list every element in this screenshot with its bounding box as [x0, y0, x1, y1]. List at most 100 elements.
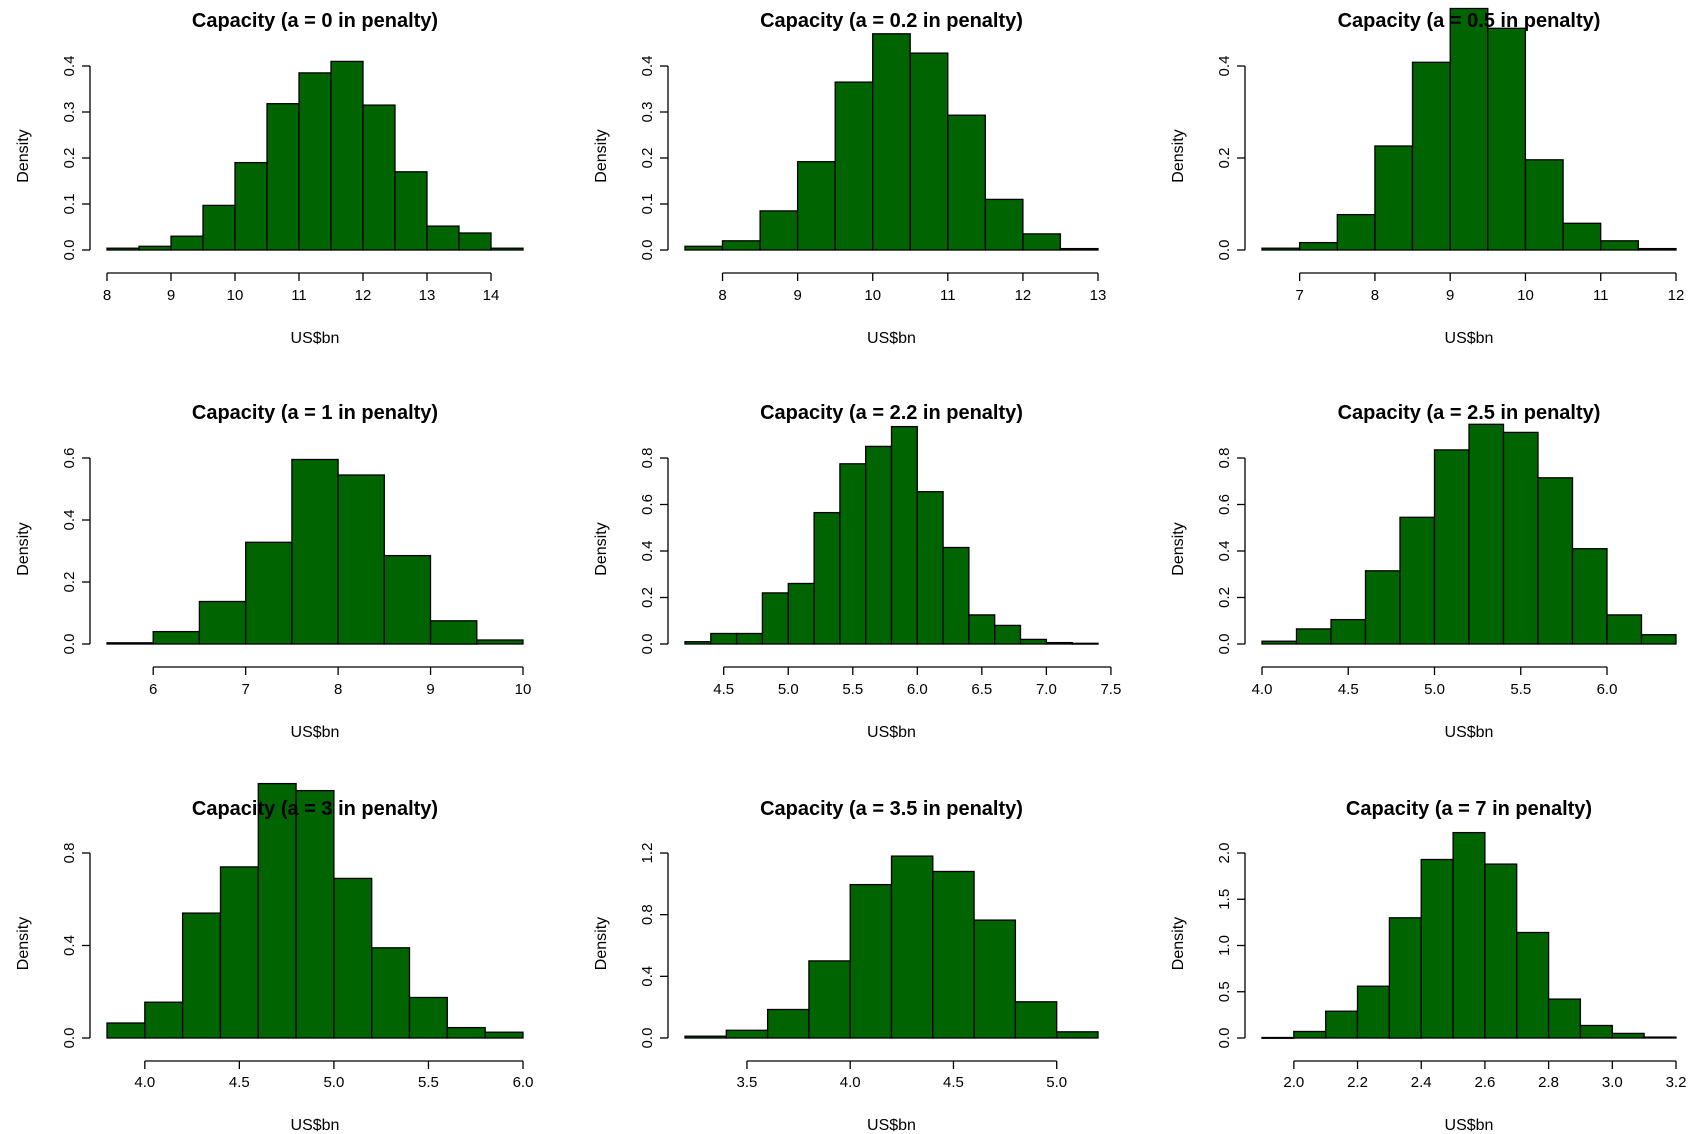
histogram-bar — [1336, 213, 1376, 251]
x-tick-label: 5.0 — [778, 681, 799, 698]
chart-title: Capacity (a = 3.5 in penalty) — [760, 798, 1023, 820]
chart-title: Capacity (a = 0 in penalty) — [192, 10, 438, 32]
histogram-bar — [181, 912, 222, 1039]
x-tick-label: 4.0 — [840, 1074, 861, 1091]
x-axis-label: US$bn — [291, 724, 340, 741]
x-tick-label: 3.0 — [1602, 1074, 1623, 1091]
x-tick-label: 2.2 — [1347, 1074, 1368, 1091]
x-tick-label: 6 — [149, 681, 157, 698]
histogram-bar — [1295, 628, 1332, 645]
x-tick-label: 8 — [1371, 287, 1379, 304]
histogram-bar — [202, 204, 236, 251]
histogram-bar — [234, 161, 268, 251]
chart-title: Capacity (a = 1 in penalty) — [192, 402, 438, 424]
histogram-bar — [766, 1008, 810, 1039]
histogram-bar — [1484, 863, 1518, 1039]
y-tick-label: 0.0 — [639, 634, 656, 655]
histogram-bar — [138, 245, 172, 251]
x-tick-label: 12 — [355, 287, 372, 304]
histogram-bar — [383, 554, 432, 645]
y-tick-label: 0.0 — [639, 1028, 656, 1049]
x-tick-label: 10 — [515, 681, 532, 698]
histogram-panel-1: 8 9 10 11 12 13 14 0.0 0.1 0.2 0.3 0.4 Capacity (a =… — [15, 10, 524, 347]
x-tick-label: 10 — [864, 287, 881, 304]
x-tick-label: 12 — [1015, 287, 1032, 304]
histogram-bar — [1059, 247, 1099, 251]
y-axis-label: Density — [15, 129, 32, 182]
histogram-bar — [909, 52, 949, 251]
x-tick-label: 5.0 — [323, 1074, 344, 1091]
y-tick-label: 0.2 — [639, 587, 656, 608]
histogram-bar — [106, 247, 140, 251]
histogram-bar — [219, 866, 259, 1039]
chart-title: Capacity (a = 0.5 in penalty) — [1338, 10, 1601, 32]
y-tick-label: 0.1 — [61, 194, 78, 215]
x-tick-label: 3.2 — [1666, 1074, 1687, 1091]
y-axis-label: Density — [1170, 917, 1187, 970]
histogram-bar — [787, 582, 815, 645]
x-tick-label: 8 — [718, 287, 726, 304]
histogram-bar — [476, 639, 524, 645]
x-tick-label: 4.5 — [229, 1074, 250, 1091]
histogram-bar — [813, 511, 841, 645]
histogram-bar — [761, 592, 789, 645]
x-tick-label: 6.0 — [907, 681, 928, 698]
x-tick-label: 5.5 — [842, 681, 863, 698]
y-tick-label: 0.0 — [639, 240, 656, 261]
x-tick-label: 4.5 — [1338, 681, 1359, 698]
y-axis-label: Density — [593, 917, 610, 970]
histogram-bar — [1449, 7, 1489, 251]
y-tick-label: 0.0 — [1216, 1028, 1233, 1049]
histogram-bar — [1356, 985, 1390, 1039]
histogram-panel-3: 7 8 9 10 11 12 0.0 0.2 0.4 Capacity (a = 0.5 in p… — [1170, 7, 1684, 347]
histogram-bar — [170, 235, 204, 251]
histogram-bar — [1261, 640, 1298, 645]
x-tick-label: 3.5 — [737, 1074, 758, 1091]
y-tick-label: 0.4 — [61, 56, 78, 77]
y-tick-label: 0.4 — [1216, 56, 1233, 77]
x-tick-label: 5.5 — [1510, 681, 1531, 698]
x-tick-label: 10 — [1517, 287, 1534, 304]
x-tick-label: 7 — [1295, 287, 1303, 304]
x-axis-label: US$bn — [291, 330, 340, 347]
y-tick-label: 0.0 — [1216, 240, 1233, 261]
x-tick-label: 4.5 — [713, 681, 734, 698]
y-tick-label: 2.0 — [1216, 843, 1233, 864]
histogram-bar — [942, 546, 970, 645]
y-tick-label: 1.0 — [1216, 935, 1233, 956]
x-tick-label: 9 — [1446, 287, 1454, 304]
histogram-bar — [245, 541, 293, 645]
histogram-bar — [298, 72, 332, 251]
y-axis-label: Density — [593, 522, 610, 575]
histogram-bar — [1452, 831, 1486, 1039]
histogram-bar — [839, 463, 867, 645]
histogram-bar — [1611, 1032, 1645, 1039]
x-tick-label: 2.8 — [1538, 1074, 1559, 1091]
y-axis-label: Density — [1170, 129, 1187, 182]
histogram-bar — [1261, 1036, 1295, 1039]
histogram-bar — [1547, 998, 1582, 1039]
histogram-bar — [1640, 634, 1677, 645]
histogram-panel-5: 4.5 5.0 5.5 6.0 6.5 7.0 7.5 0.0 0.2 0.4 0.6 0.8 Capa… — [593, 402, 1121, 741]
histogram-panel-7: 4.0 4.5 5.0 5.5 6.0 0.0 0.4 0.8 Capacity (a = 3 … — [15, 782, 533, 1134]
x-tick-label: 11 — [291, 287, 307, 304]
y-tick-label: 1.5 — [1216, 889, 1233, 910]
chart-title: Capacity (a = 7 in penalty) — [1346, 798, 1592, 820]
histogram-bar — [973, 919, 1017, 1039]
histogram-bar — [1261, 247, 1301, 251]
x-tick-label: 10 — [227, 287, 244, 304]
histogram-bar — [796, 161, 836, 251]
y-tick-label: 0.8 — [1216, 448, 1233, 469]
histogram-bar — [1468, 423, 1505, 645]
histogram-bar — [490, 247, 524, 251]
histogram-bar — [684, 1035, 727, 1039]
histogram-bar — [684, 245, 724, 251]
chart-title: Capacity (a = 0.2 in penalty) — [760, 10, 1023, 32]
y-tick-label: 1.2 — [639, 843, 656, 864]
histogram-bar — [947, 114, 986, 251]
histogram-bar — [291, 458, 339, 645]
x-tick-label: 7 — [241, 681, 249, 698]
x-axis-label: US$bn — [867, 724, 916, 741]
histogram-bar — [198, 600, 247, 645]
